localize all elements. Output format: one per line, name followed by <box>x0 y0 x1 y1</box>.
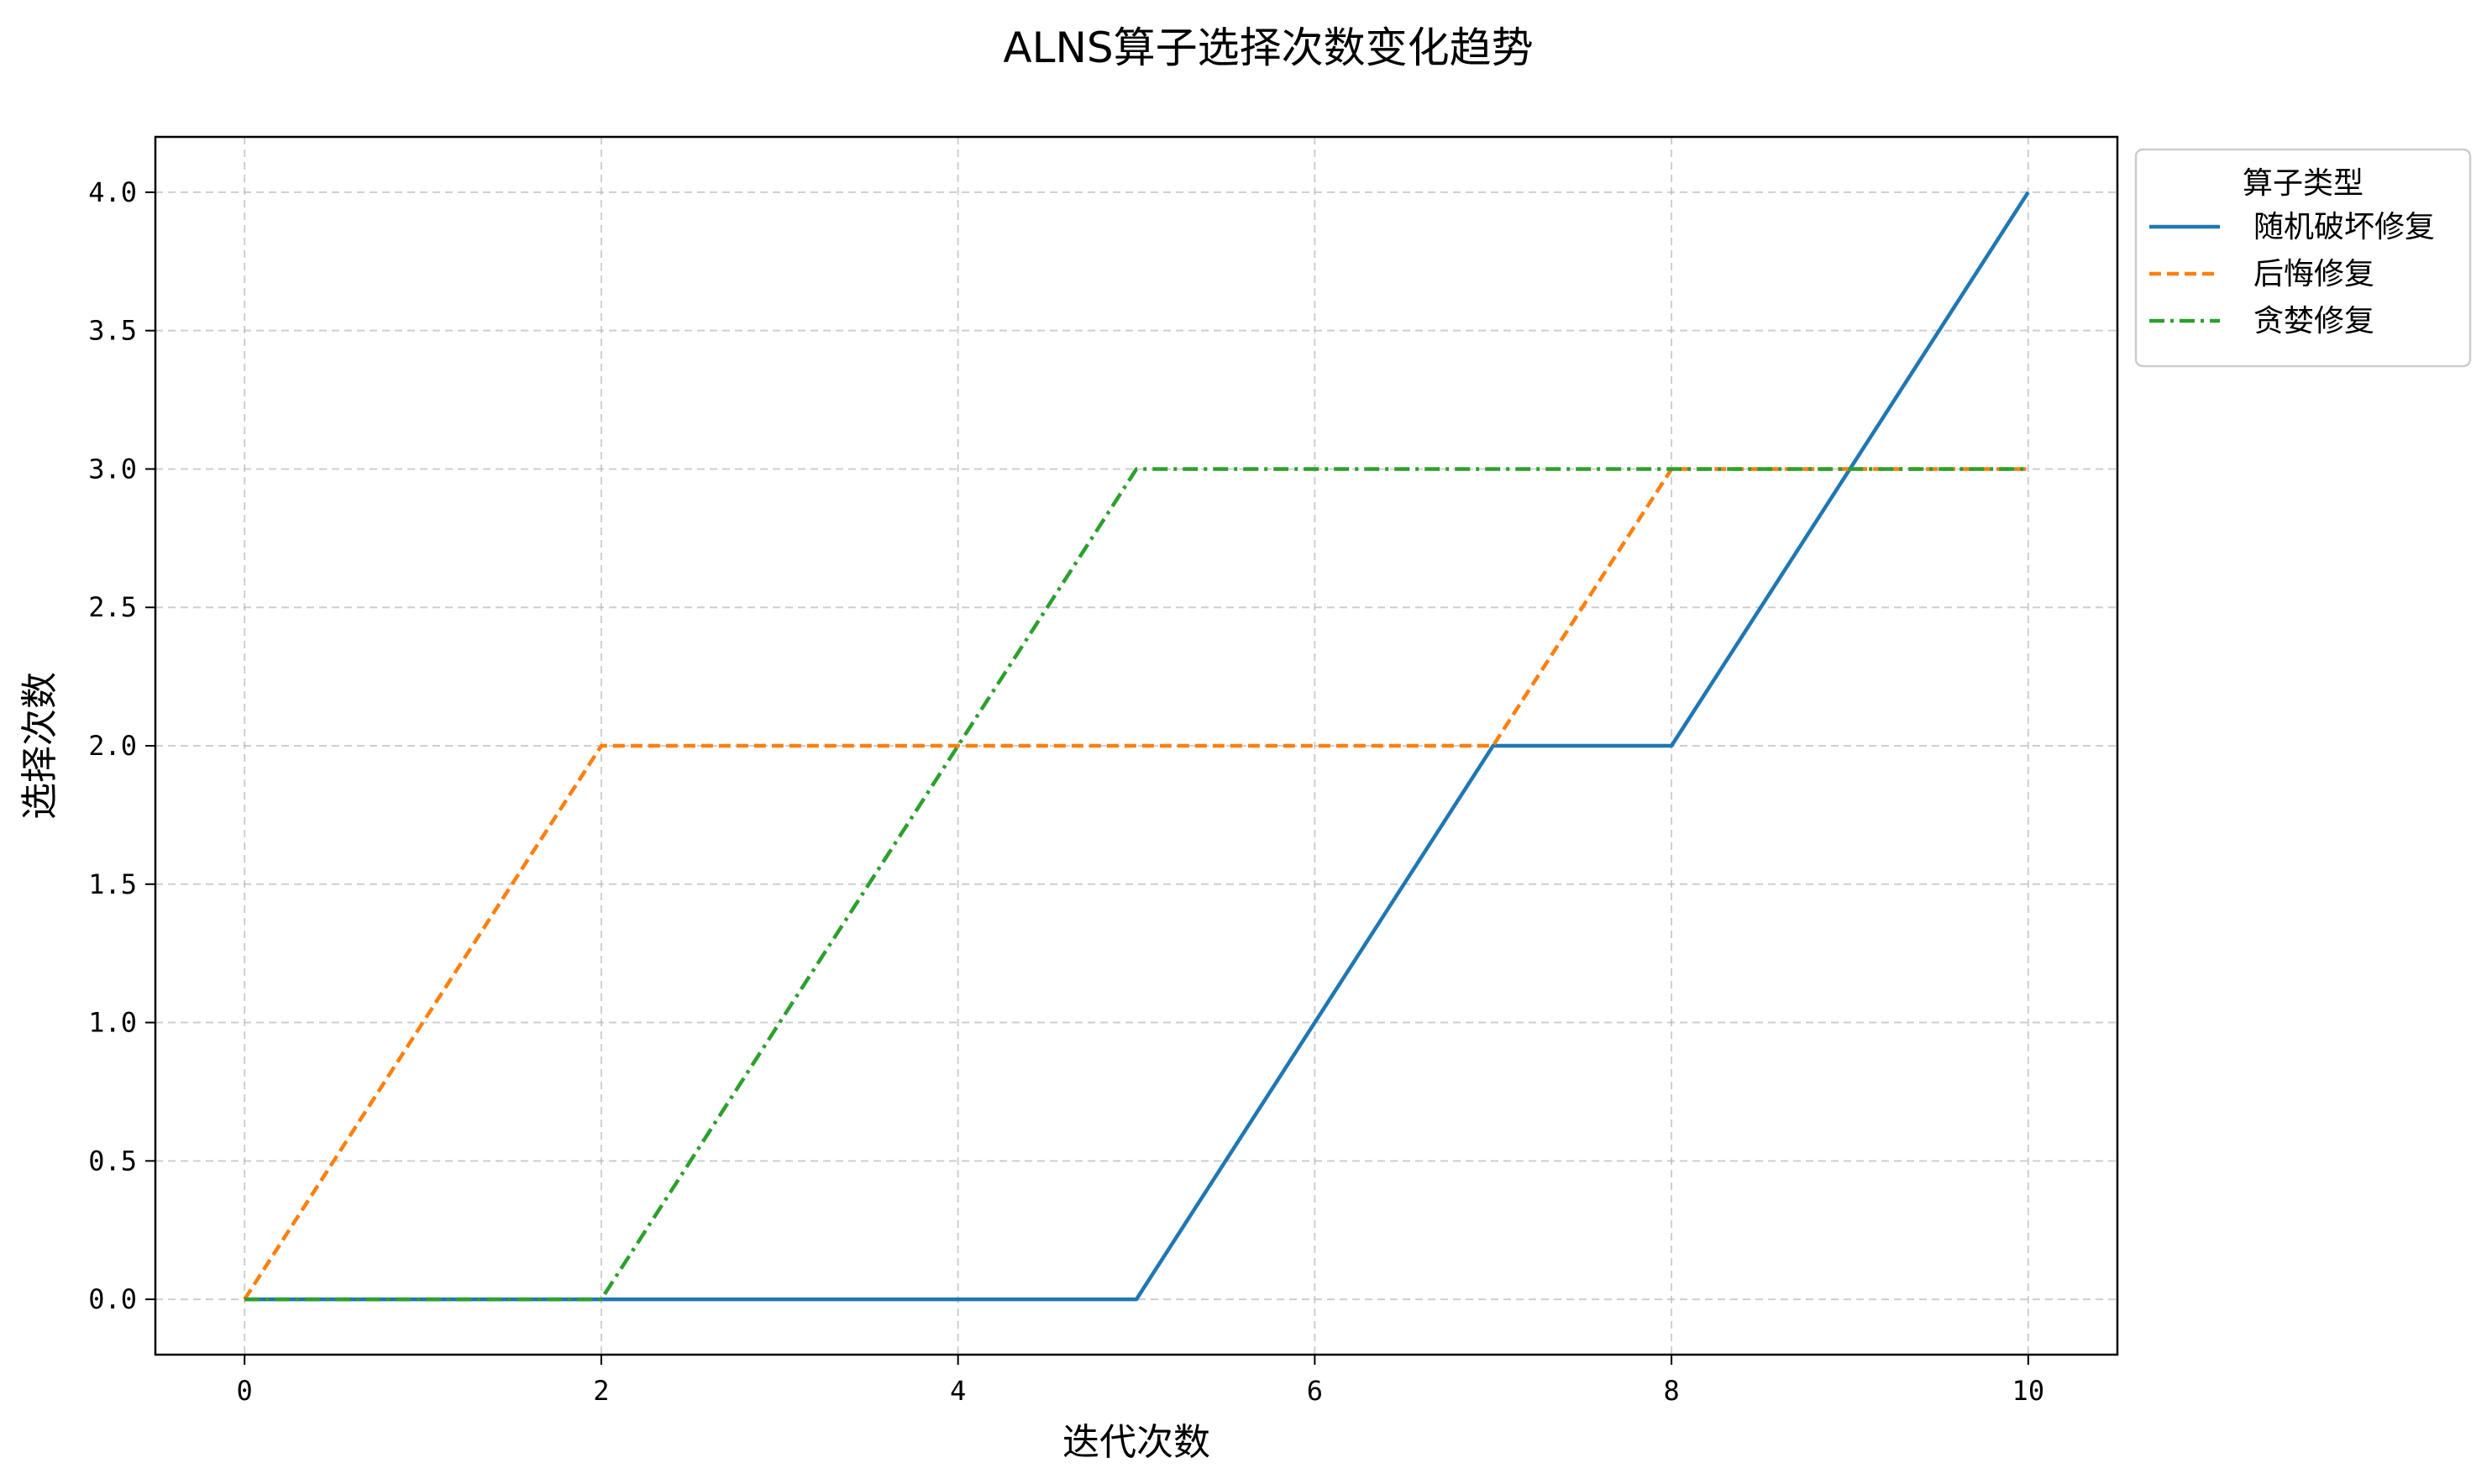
legend-label-2: 贪婪修复 <box>2253 304 2374 338</box>
y-tick-label: 2.0 <box>88 730 137 762</box>
legend-box <box>2134 148 2472 368</box>
y-tick-label: 0.5 <box>88 1145 137 1177</box>
x-axis-ticks: 0 2 4 6 8 10 <box>237 1355 2045 1407</box>
x-tick-label: 2 <box>593 1375 609 1407</box>
legend-label-0: 随机破坏修复 <box>2253 210 2435 244</box>
y-axis-ticks: 0.0 0.5 1.0 1.5 2.0 2.5 3.0 3.5 4.0 <box>88 176 155 1315</box>
y-tick-label: 4.0 <box>88 176 137 208</box>
x-tick-label: 0 <box>237 1375 253 1407</box>
legend-title: 算子类型 <box>2243 166 2363 201</box>
y-tick-label: 3.5 <box>88 315 137 347</box>
chart-title: ALNS算子选择次数变化趋势 <box>1003 24 1533 72</box>
y-tick-label: 1.5 <box>88 868 137 900</box>
x-tick-label: 6 <box>1307 1375 1323 1407</box>
legend-label-1: 后悔修复 <box>2253 257 2374 291</box>
x-tick-label: 8 <box>1663 1375 1679 1407</box>
y-axis-label: 选择次数 <box>18 672 61 820</box>
x-axis-label: 迭代次数 <box>1062 1421 1210 1464</box>
series-line-1 <box>243 467 2028 1301</box>
series-line-2 <box>244 467 2028 1302</box>
y-tick-label: 1.0 <box>88 1007 137 1039</box>
y-tick-label: 0.0 <box>88 1283 137 1315</box>
series-layer <box>243 191 2030 1302</box>
x-tick-label: 10 <box>2012 1375 2045 1407</box>
y-tick-label: 3.0 <box>88 453 137 485</box>
x-tick-label: 4 <box>950 1375 966 1407</box>
y-tick-label: 2.5 <box>88 591 137 623</box>
series-line-0 <box>244 191 2030 1302</box>
